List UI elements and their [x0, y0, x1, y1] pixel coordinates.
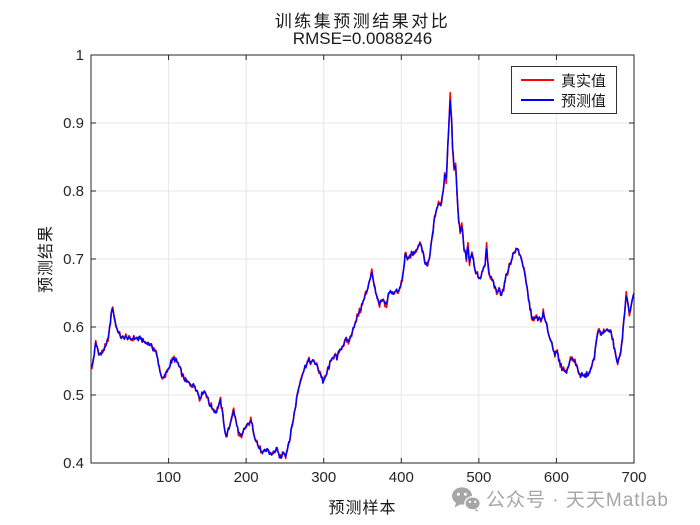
y-tick-label: 0.4: [63, 455, 84, 472]
x-tick-label: 600: [544, 469, 569, 486]
legend-label-pred: 预测值: [561, 92, 607, 110]
legend[interactable]: 真实值 预测值: [511, 66, 617, 114]
watermark: 公众号 · 天天Matlab: [451, 485, 669, 512]
y-tick-label: 0.9: [63, 115, 84, 132]
chart-title: 训练集预测结果对比: [274, 12, 451, 31]
x-tick-label: 200: [234, 469, 259, 486]
x-tick-label: 700: [621, 469, 646, 486]
x-tick-label: 500: [466, 469, 491, 486]
y-tick-label: 0.5: [63, 387, 84, 404]
x-tick-label: 100: [156, 469, 181, 486]
x-tick-label: 400: [389, 469, 414, 486]
y-tick-label: 1: [76, 47, 84, 64]
y-tick-label: 0.8: [63, 183, 84, 200]
legend-line-pred: [521, 99, 554, 101]
wechat-icon: [452, 486, 481, 512]
watermark-text: 公众号 · 天天Matlab: [486, 490, 669, 511]
legend-entry-pred[interactable]: 预测值: [512, 90, 616, 110]
legend-line-true: [521, 79, 554, 81]
chart-subtitle: RMSE=0.0088246: [292, 29, 433, 48]
x-axis-label: 预测样本: [328, 500, 397, 517]
legend-entry-true[interactable]: 真实值: [512, 70, 616, 90]
legend-label-true: 真实值: [561, 72, 607, 90]
series-line-true: [91, 91, 635, 460]
y-tick-label: 0.7: [63, 251, 84, 268]
y-axis-label: 预测结果: [38, 224, 55, 294]
x-tick-label: 300: [311, 469, 336, 486]
series-line-pred: [91, 100, 635, 459]
y-tick-label: 0.6: [63, 319, 84, 336]
